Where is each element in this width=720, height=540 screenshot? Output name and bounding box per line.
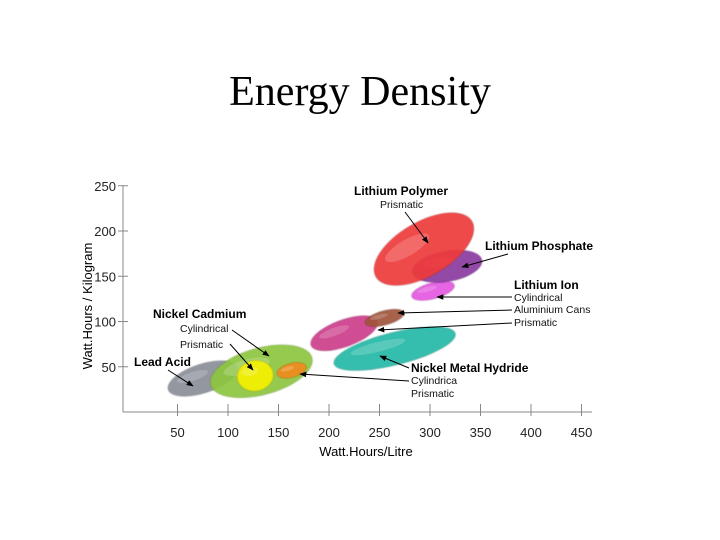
annotation-sub: Prismatic bbox=[180, 339, 223, 351]
annotation-title: Nickel Cadmium bbox=[153, 307, 246, 321]
annotation-arrow bbox=[377, 322, 513, 333]
region-nickel-metal-hydride bbox=[333, 326, 457, 372]
annotation-lithium-polymer: Lithium Polymer Prismatic bbox=[354, 184, 448, 244]
annotation-arrow bbox=[461, 253, 509, 268]
x-axis-label: Watt.Hours/Litre bbox=[319, 444, 412, 459]
annotation-arrow bbox=[167, 369, 194, 387]
region-nickel-cadmium-prismatic bbox=[276, 361, 307, 379]
region-lithium-polymer bbox=[373, 212, 475, 286]
x-tick-label: 300 bbox=[419, 425, 441, 440]
region-highlight bbox=[319, 325, 350, 339]
annotation-arrow bbox=[229, 343, 254, 371]
annotation-arrow bbox=[379, 355, 410, 369]
annotation-title: Lithium Polymer bbox=[354, 184, 448, 198]
region-highlight bbox=[176, 369, 209, 384]
annotation-title: Nickel Metal Hydride bbox=[411, 361, 529, 375]
region-highlight bbox=[417, 285, 437, 293]
annotation-sub: Cylindrical bbox=[180, 323, 228, 335]
annotation-sub: Prismatic bbox=[411, 388, 454, 400]
annotation-arrow bbox=[397, 309, 513, 316]
chart-title: Energy Density bbox=[229, 69, 491, 115]
x-tick-label: 400 bbox=[520, 425, 542, 440]
region-highlight bbox=[370, 313, 388, 320]
annotation-nickel-cadmium: Nickel Cadmium Cylindrical Prismatic bbox=[153, 307, 270, 371]
annotation-nickel-metal-hydride: Nickel Metal Hydride Cylindrica Prismati… bbox=[299, 355, 529, 400]
annotation-lead-acid: Lead Acid bbox=[134, 355, 194, 387]
annotation-arrow bbox=[404, 211, 429, 244]
x-tick-label: 50 bbox=[170, 425, 184, 440]
annotation-sub: Aluminium Cans bbox=[514, 304, 590, 316]
x-tick-label: 250 bbox=[369, 425, 391, 440]
annotation-arrow bbox=[299, 371, 410, 382]
annotation-lithium-ion: Lithium Ion Cylindrical Aluminium Cans P… bbox=[377, 278, 590, 333]
region-highlight bbox=[385, 233, 430, 263]
y-tick-label: 200 bbox=[94, 224, 116, 239]
x-tick-label: 350 bbox=[470, 425, 492, 440]
y-tick-label: 250 bbox=[94, 179, 116, 194]
x-tick-label: 150 bbox=[268, 425, 290, 440]
annotation-sub: Prismatic bbox=[380, 199, 423, 211]
region-highlight bbox=[241, 366, 258, 377]
region-highlight bbox=[350, 338, 406, 356]
annotation-title: Lead Acid bbox=[134, 355, 191, 369]
y-axis-label: Watt.Hours / Kilogram bbox=[80, 243, 95, 370]
x-tick-label: 450 bbox=[571, 425, 593, 440]
annotation-sub: Cylindrical bbox=[514, 292, 562, 304]
annotation-sub: Cylindrica bbox=[411, 375, 457, 387]
region-lithium-ion-aluminium-cans bbox=[364, 308, 405, 328]
y-tick-label: 150 bbox=[94, 269, 116, 284]
region-highlight bbox=[280, 366, 294, 372]
y-tick-label: 50 bbox=[102, 360, 116, 375]
y-tick-label: 100 bbox=[94, 315, 116, 330]
annotation-arrow bbox=[231, 329, 270, 357]
x-tick-label: 200 bbox=[318, 425, 340, 440]
annotation-lithium-phosphate: Lithium Phosphate bbox=[461, 239, 593, 268]
annotation-title: Lithium Ion bbox=[514, 278, 579, 292]
annotation-title: Lithium Phosphate bbox=[485, 239, 593, 253]
region-nickel-cadmium-cylindrical bbox=[236, 359, 274, 392]
annotation-sub: Prismatic bbox=[514, 317, 557, 329]
x-tick-label: 100 bbox=[217, 425, 239, 440]
